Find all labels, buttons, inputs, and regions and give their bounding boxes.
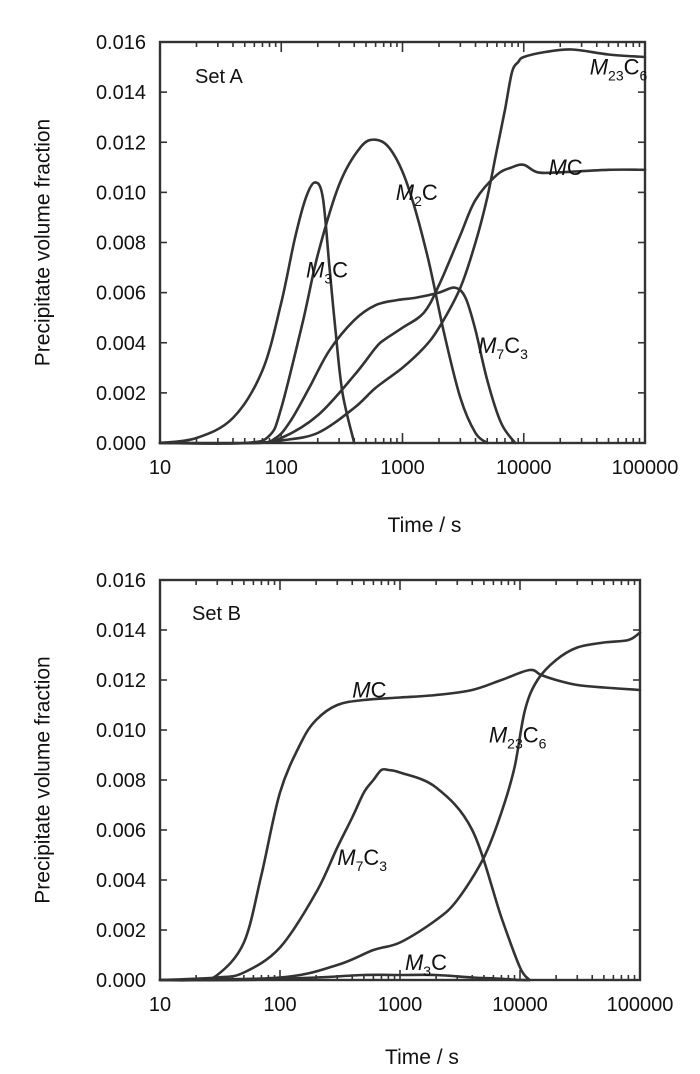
panel-label: Set A xyxy=(195,66,243,88)
x-tick-label: 1000 xyxy=(378,994,423,1016)
x-axis-label: Time / s xyxy=(385,1046,459,1069)
y-tick-label: 0.004 xyxy=(96,333,146,355)
axis-ticks: 0.000 0.002 0.004 0.006 0.008 0.010 0.012 0.014… xyxy=(96,570,673,1016)
plot-area-frame xyxy=(158,578,642,982)
y-tick-label: 0.002 xyxy=(96,383,146,405)
series-label-m2c: M2C xyxy=(396,180,438,209)
x-tick-label: 100000 xyxy=(612,457,679,479)
x-tick-label: 10 xyxy=(149,457,171,479)
series-labels: M3C M2C M7C3 MC M23C6 xyxy=(306,55,648,362)
series-line-m23c6 xyxy=(158,631,642,982)
series-line-m3c xyxy=(158,181,356,445)
chart-set-a: Set A Time / s Precipitate volume fracti… xyxy=(31,32,678,537)
x-tick-label: 10000 xyxy=(492,994,548,1016)
axis-ticks: 0.000 0.002 0.004 0.006 0.008 0.010 0.012 0.014… xyxy=(96,32,678,479)
x-tick-label: 100 xyxy=(263,994,296,1016)
y-tick-label: 0.008 xyxy=(96,770,146,792)
series-label-m23c6: M23C6 xyxy=(590,55,648,84)
plot-area-frame xyxy=(158,40,647,445)
y-tick-label: 0.014 xyxy=(96,82,146,104)
y-tick-label: 0.006 xyxy=(96,820,146,842)
x-tick-label: 100000 xyxy=(607,994,674,1016)
y-tick-label: 0.000 xyxy=(96,433,146,455)
series-line-m23c6 xyxy=(158,48,647,445)
series-labels: MC M7C3 M23C6 M3C xyxy=(337,678,546,980)
series-line-m2c xyxy=(158,138,489,445)
y-tick-label: 0.006 xyxy=(96,283,146,305)
series-label-m7c3: M7C3 xyxy=(337,845,387,874)
panel-label: Set B xyxy=(192,603,241,625)
y-tick-label: 0.014 xyxy=(96,620,146,642)
x-tick-label: 10000 xyxy=(496,457,552,479)
y-axis-label: Precipitate volume fraction xyxy=(31,656,54,903)
x-axis-label: Time / s xyxy=(388,514,462,537)
y-tick-label: 0.002 xyxy=(96,920,146,942)
x-tick-label: 100 xyxy=(265,457,298,479)
y-tick-label: 0.016 xyxy=(96,570,146,592)
series-label-m23c6: M23C6 xyxy=(489,723,547,752)
y-axis-label: Precipitate volume fraction xyxy=(31,119,54,366)
y-tick-label: 0.010 xyxy=(96,182,146,204)
y-tick-label: 0.008 xyxy=(96,233,146,255)
y-tick-label: 0.012 xyxy=(96,132,146,154)
x-tick-label: 1000 xyxy=(380,457,425,479)
series-line-mc xyxy=(158,163,647,445)
y-tick-label: 0.000 xyxy=(96,970,146,992)
y-tick-label: 0.004 xyxy=(96,870,146,892)
series-line-m3c xyxy=(158,973,531,982)
x-tick-label: 10 xyxy=(149,994,171,1016)
series-label-m7c3: M7C3 xyxy=(478,333,528,362)
y-tick-label: 0.010 xyxy=(96,720,146,742)
y-tick-label: 0.016 xyxy=(96,32,146,54)
series-line-m7c3 xyxy=(158,767,531,982)
series-line-m7c3 xyxy=(158,286,517,445)
series-label-mc: MC xyxy=(548,155,582,180)
series-curves xyxy=(158,631,642,982)
chart-set-b: Set B Time / s Precipitate volume fracti… xyxy=(31,570,673,1069)
series-label-mc: MC xyxy=(352,678,386,703)
y-tick-label: 0.012 xyxy=(96,670,146,692)
series-label-m3c: M3C xyxy=(306,258,348,287)
series-label-m3c: M3C xyxy=(405,950,447,979)
series-line-mc xyxy=(158,668,642,982)
series-curves xyxy=(158,48,647,445)
